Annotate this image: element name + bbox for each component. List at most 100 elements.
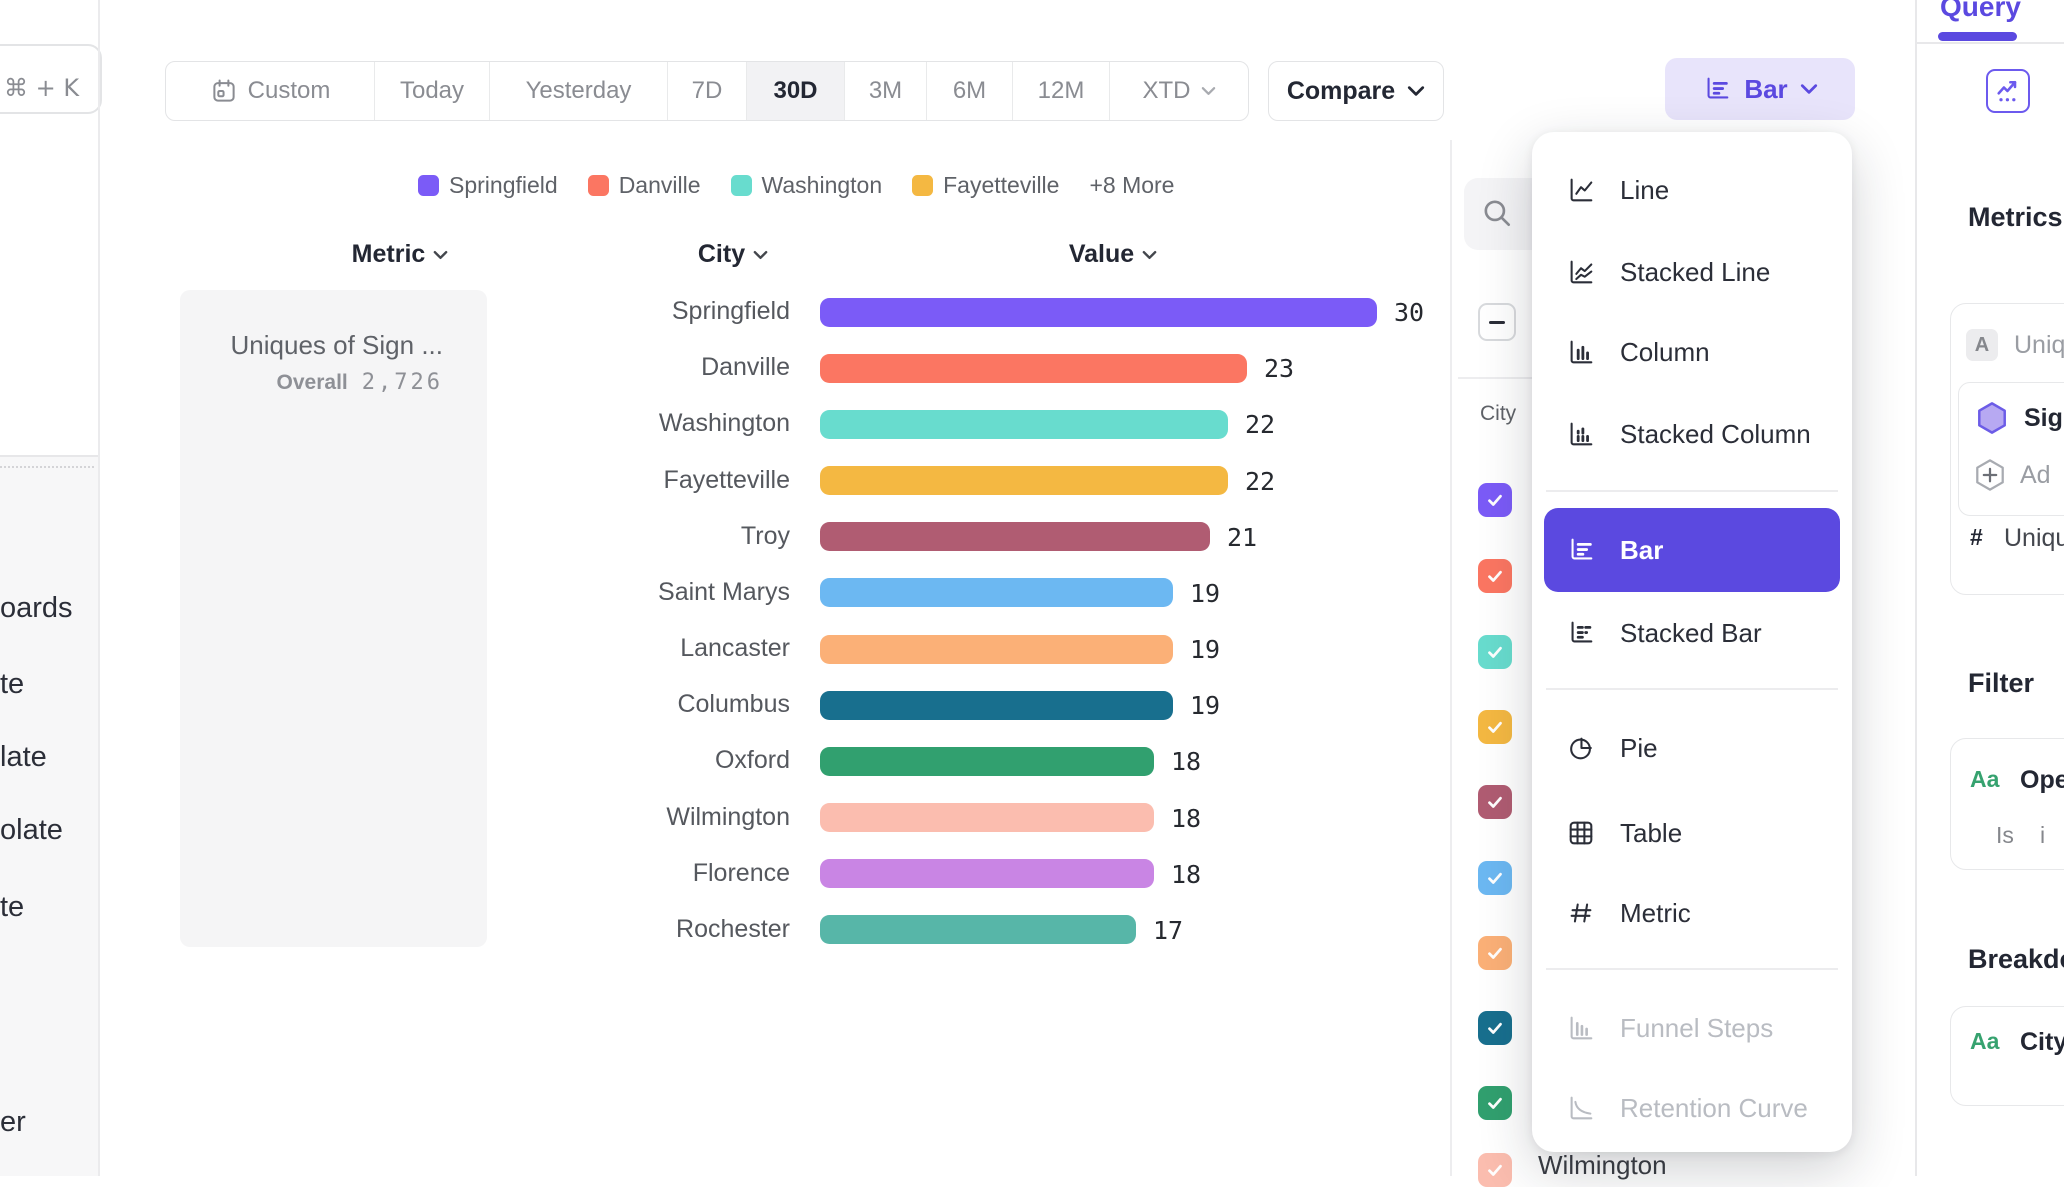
legend-swatch	[418, 174, 439, 196]
bar-value: 23	[1264, 354, 1295, 384]
event-name[interactable]: Uniq	[2014, 331, 2064, 359]
bar-value: 17	[1153, 915, 1184, 945]
hash-icon: #	[1970, 524, 1983, 550]
bar-value: 19	[1190, 691, 1221, 721]
breakdown-property-name[interactable]: City	[2020, 1028, 2064, 1056]
menu-divider	[1546, 688, 1838, 690]
column-header-city[interactable]: City	[663, 240, 803, 269]
tab-query[interactable]: Query	[1940, 0, 2021, 22]
bar-category-label: Rochester	[676, 914, 790, 943]
filter-property-name[interactable]: Ope	[2020, 766, 2064, 794]
bar-value: 19	[1190, 578, 1221, 608]
city-checkbox-lancaster[interactable]	[1478, 936, 1512, 970]
menu-item-stacked-line[interactable]: Stacked Line	[1532, 231, 1852, 313]
truncated-menu-item[interactable]: te	[0, 891, 25, 923]
city-checkbox-washington[interactable]	[1478, 635, 1512, 669]
column-header-value[interactable]: Value	[1043, 240, 1183, 269]
menu-item-bar[interactable]: Bar	[1532, 509, 1852, 591]
bar-value: 19	[1190, 635, 1221, 665]
chevron-down-icon	[1142, 250, 1157, 259]
menu-item-metric[interactable]: Metric	[1532, 872, 1852, 954]
legend-item[interactable]: Fayetteville	[912, 172, 1059, 199]
filter-operator[interactable]: Is	[1996, 822, 2014, 848]
date-range-label: 30D	[773, 77, 818, 104]
date-range-7d[interactable]: 7D	[667, 62, 746, 120]
menu-item-stacked-bar[interactable]: Stacked Bar	[1532, 592, 1852, 674]
bar[interactable]	[820, 915, 1136, 945]
filter-heading: Filter	[1968, 668, 2035, 698]
bar[interactable]	[820, 859, 1154, 889]
truncated-menu-item[interactable]: oards	[0, 592, 73, 624]
hexagon-icon[interactable]	[1974, 400, 2010, 436]
menu-item-label: Funnel Steps	[1620, 1012, 1774, 1043]
insights-chart-button[interactable]	[1986, 69, 2030, 113]
date-range-12m[interactable]: 12M	[1012, 62, 1109, 120]
date-range-custom[interactable]: Custom	[166, 62, 374, 120]
global-search-box[interactable]	[0, 44, 102, 114]
menu-divider	[1546, 968, 1838, 970]
city-checkbox-fayetteville[interactable]	[1478, 710, 1512, 744]
menu-item-pie[interactable]: Pie	[1532, 707, 1852, 789]
divider	[0, 455, 98, 457]
funnel-chart-icon	[1570, 1016, 1593, 1040]
menu-item-label: Line	[1620, 174, 1670, 205]
signup-metric-name[interactable]: Sig	[2024, 404, 2063, 432]
bar-category-label: Fayetteville	[663, 465, 790, 494]
city-checkbox-springfield[interactable]	[1478, 483, 1512, 517]
menu-item-line[interactable]: Line	[1532, 149, 1852, 231]
legend-label: Fayetteville	[943, 171, 1060, 198]
legend-item[interactable]: Washington	[730, 172, 882, 199]
truncated-menu-item[interactable]: te	[0, 668, 25, 700]
legend-more[interactable]: +8 More	[1089, 171, 1175, 198]
chart-type-button[interactable]: Bar	[1665, 58, 1855, 120]
breakdown-card	[1950, 1006, 2064, 1106]
date-range-xtd[interactable]: XTD	[1109, 62, 1248, 120]
add-item-label[interactable]: Ad	[2020, 461, 2051, 489]
bar[interactable]	[820, 578, 1173, 608]
bar[interactable]	[820, 353, 1247, 383]
date-range-30d[interactable]: 30D	[746, 62, 844, 120]
city-checkbox-columbus[interactable]	[1478, 1011, 1512, 1045]
date-range-3m[interactable]: 3M	[844, 62, 926, 120]
check-icon	[1488, 721, 1502, 733]
bar[interactable]	[820, 746, 1154, 776]
menu-item-label: Pie	[1620, 732, 1658, 763]
select-all-checkbox-indeterminate[interactable]	[1478, 303, 1516, 341]
truncated-menu-item[interactable]: olate	[0, 814, 63, 846]
bar[interactable]	[820, 803, 1154, 833]
bar[interactable]	[820, 690, 1173, 720]
city-checkbox-saint-marys[interactable]	[1478, 861, 1512, 895]
unique-count-label[interactable]: Uniqu	[2004, 524, 2064, 552]
menu-item-stacked-column[interactable]: Stacked Column	[1532, 393, 1852, 475]
date-range-6m[interactable]: 6M	[926, 62, 1012, 120]
bar[interactable]	[820, 634, 1173, 664]
bar[interactable]	[820, 466, 1228, 496]
metric-card[interactable]: Uniques of Sign ... Overall 2,726	[180, 290, 487, 947]
date-range-yesterday[interactable]: Yesterday	[489, 62, 667, 120]
compare-button[interactable]: Compare	[1268, 61, 1444, 121]
bar[interactable]	[820, 297, 1377, 327]
menu-item-retention-curve[interactable]: Retention Curve	[1532, 1067, 1852, 1149]
legend-swatch	[912, 174, 934, 196]
menu-item-column[interactable]: Column	[1532, 311, 1852, 393]
table-chart-icon	[1569, 821, 1593, 845]
city-checkbox-oxford[interactable]	[1478, 1086, 1512, 1120]
truncated-menu-item[interactable]: er	[0, 1106, 26, 1138]
column-header-metric[interactable]: Metric	[330, 240, 470, 269]
menu-item-funnel-steps[interactable]: Funnel Steps	[1532, 987, 1852, 1069]
city-checkbox-danville[interactable]	[1478, 559, 1512, 593]
filter-value[interactable]: i	[2040, 822, 2046, 848]
menu-item-table[interactable]: Table	[1532, 792, 1852, 874]
date-range-segmented-control[interactable]: Custom Today Yesterday 7D 30D 3M 6M 12M XTD	[165, 61, 1249, 121]
legend-item[interactable]: Springfield	[418, 172, 558, 199]
bar[interactable]	[820, 522, 1210, 552]
add-hexagon-icon[interactable]	[1972, 457, 2008, 493]
truncated-menu-item[interactable]: late	[0, 741, 47, 773]
legend-item[interactable]: Danville	[587, 172, 701, 199]
date-range-today[interactable]: Today	[374, 62, 489, 120]
metric-title: Uniques of Sign ...	[230, 330, 443, 360]
bar[interactable]	[820, 409, 1228, 439]
stacked-bar-chart-icon	[1571, 621, 1593, 643]
city-checkbox-troy[interactable]	[1478, 785, 1512, 819]
city-checkbox-wilmington[interactable]	[1478, 1153, 1512, 1187]
